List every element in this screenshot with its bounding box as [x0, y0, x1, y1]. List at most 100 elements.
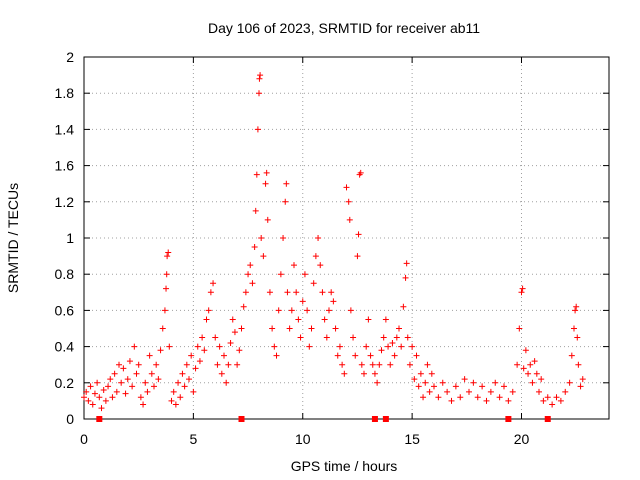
data-point: [249, 280, 256, 287]
data-point: [205, 307, 212, 314]
data-point: [428, 370, 435, 377]
data-point: [509, 388, 516, 395]
data-point: [229, 316, 236, 323]
data-point: [159, 325, 166, 332]
data-point: [367, 352, 374, 359]
data-point: [253, 171, 260, 178]
y-tick-label: 1: [66, 230, 74, 246]
data-point: [87, 383, 94, 390]
data-point: [566, 379, 573, 386]
data-point: [165, 249, 172, 256]
y-tick-label: 0.6: [55, 302, 75, 318]
data-point: [426, 388, 433, 395]
data-point: [111, 370, 118, 377]
data-point: [269, 325, 276, 332]
data-point: [251, 244, 258, 251]
data-point: [271, 343, 278, 350]
data-point: [369, 361, 376, 368]
data-point: [371, 370, 378, 377]
data-point: [387, 361, 394, 368]
data-point: [411, 376, 418, 383]
data-point: [420, 394, 427, 401]
data-point: [163, 285, 170, 292]
grid: [84, 57, 609, 419]
data-point: [466, 388, 472, 395]
data-point: [221, 352, 227, 359]
data-point: [452, 383, 459, 390]
data-point: [168, 397, 175, 404]
y-tick-label: 0.4: [55, 339, 75, 355]
gap-markers: [96, 416, 551, 422]
data-point: [544, 394, 551, 401]
data-point: [315, 235, 322, 241]
x-axis-label: GPS time / hours: [291, 458, 398, 474]
data-point: [126, 358, 133, 365]
data-point: [256, 90, 262, 97]
data-point: [406, 361, 413, 368]
data-point: [273, 352, 280, 359]
data-point: [190, 388, 197, 395]
data-point: [242, 289, 249, 296]
data-point: [444, 388, 451, 395]
data-point: [288, 307, 295, 314]
data-point: [96, 394, 103, 401]
data-point: [236, 347, 243, 354]
data-point: [231, 329, 238, 336]
data-point: [474, 394, 481, 401]
data-point: [326, 307, 332, 314]
data-point: [177, 394, 184, 401]
data-point: [579, 376, 586, 383]
data-point: [137, 394, 144, 401]
data-point: [306, 343, 313, 350]
data-point: [186, 376, 192, 383]
data-point: [519, 285, 526, 292]
x-tick-label: 5: [189, 431, 197, 447]
data-point: [151, 383, 157, 390]
data-point: [144, 388, 151, 395]
data-point: [203, 316, 210, 323]
y-axis-label: SRMTID / TECUs: [5, 183, 21, 293]
data-point: [263, 169, 270, 176]
data-point: [391, 352, 398, 359]
data-point: [122, 390, 129, 397]
data-point: [172, 401, 179, 408]
data-point: [210, 280, 217, 287]
data-point: [192, 365, 199, 372]
data-point: [332, 325, 339, 332]
chart-title: Day 106 of 2023, SRMTID for receiver ab1…: [208, 20, 480, 36]
data-point: [330, 298, 337, 305]
data-point: [361, 370, 367, 377]
data-point: [275, 307, 282, 314]
data-point: [277, 271, 284, 278]
data-point: [514, 361, 521, 368]
data-point: [105, 383, 112, 390]
data-point: [284, 289, 291, 296]
data-point: [194, 343, 201, 350]
data-point: [341, 370, 348, 377]
data-point: [352, 352, 359, 359]
data-point: [336, 343, 343, 350]
data-point: [293, 289, 300, 296]
data-point: [124, 376, 131, 383]
gap-marker: [544, 416, 551, 422]
data-point: [393, 334, 400, 341]
data-point: [319, 289, 326, 296]
axis-ticks: 00.20.40.60.811.21.61.41.820 5 10 15 20: [55, 49, 609, 447]
data-point: [179, 370, 186, 377]
data-point: [120, 365, 127, 372]
data-point: [350, 334, 357, 341]
data-point: [389, 339, 396, 346]
data-point: [264, 216, 271, 223]
data-point: [380, 334, 387, 341]
data-point: [201, 347, 208, 354]
data-point: [153, 361, 160, 368]
data-point: [299, 298, 306, 305]
data-point: [223, 379, 230, 386]
data-point: [365, 316, 372, 323]
data-point: [396, 325, 402, 332]
data-point: [170, 388, 177, 395]
data-point: [415, 383, 422, 390]
data-point: [310, 280, 317, 287]
data-point: [553, 394, 560, 401]
